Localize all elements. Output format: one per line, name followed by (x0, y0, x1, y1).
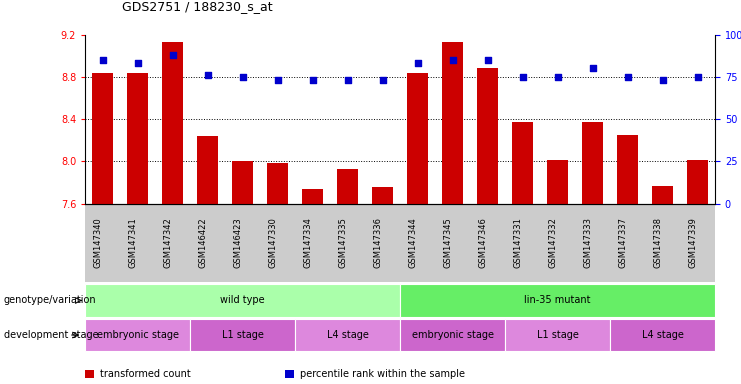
Text: transformed count: transformed count (100, 369, 190, 379)
Text: wild type: wild type (220, 295, 265, 306)
Text: embryonic stage: embryonic stage (97, 330, 179, 340)
Point (622, 74, 634, 80)
Bar (547, 160, 568, 204)
Bar (442, 42, 463, 204)
Bar (162, 42, 183, 204)
Text: GSM147332: GSM147332 (548, 217, 557, 268)
Text: GSM147346: GSM147346 (479, 217, 488, 268)
Text: GSM147336: GSM147336 (373, 217, 382, 268)
Point (342, 77, 353, 83)
Text: GSM147334: GSM147334 (304, 217, 313, 268)
Bar (127, 73, 148, 204)
Bar (197, 136, 218, 204)
Text: lin-35 mutant: lin-35 mutant (525, 295, 591, 306)
Bar (92, 73, 113, 204)
Point (272, 77, 284, 83)
Point (132, 60, 144, 66)
Text: L1 stage: L1 stage (536, 330, 579, 340)
Point (657, 77, 668, 83)
Bar (407, 73, 428, 204)
Text: GSM147344: GSM147344 (408, 217, 418, 268)
Text: GSM147330: GSM147330 (269, 217, 278, 268)
Text: GSM147331: GSM147331 (514, 217, 522, 268)
Point (691, 74, 703, 80)
Point (551, 74, 563, 80)
Bar (268, 163, 288, 204)
Text: GSM147337: GSM147337 (619, 217, 628, 268)
Point (447, 57, 459, 63)
Bar (232, 161, 253, 204)
Point (167, 52, 179, 58)
Bar (477, 68, 498, 204)
Text: development stage: development stage (4, 330, 99, 340)
Bar (582, 122, 603, 204)
Bar (617, 135, 638, 204)
Text: GSM147338: GSM147338 (654, 217, 662, 268)
Bar (652, 185, 673, 204)
Text: GSM147341: GSM147341 (129, 217, 138, 268)
Point (97, 57, 109, 63)
Point (587, 65, 599, 71)
Text: GSM146423: GSM146423 (233, 217, 243, 268)
Text: GSM146422: GSM146422 (199, 218, 207, 268)
Text: GSM147345: GSM147345 (444, 217, 453, 268)
Text: percentile rank within the sample: percentile rank within the sample (300, 369, 465, 379)
Bar (512, 122, 533, 204)
Bar (337, 169, 358, 204)
Text: GSM147335: GSM147335 (339, 217, 348, 268)
Text: L4 stage: L4 stage (642, 330, 683, 340)
Text: GDS2751 / 188230_s_at: GDS2751 / 188230_s_at (122, 0, 273, 13)
Point (236, 74, 248, 80)
Point (376, 77, 388, 83)
Text: L1 stage: L1 stage (222, 330, 264, 340)
Text: GSM147340: GSM147340 (93, 217, 103, 268)
Text: GSM147342: GSM147342 (164, 217, 173, 268)
Point (482, 57, 494, 63)
Point (307, 77, 319, 83)
Text: GSM147333: GSM147333 (584, 217, 593, 268)
Text: GSM147339: GSM147339 (688, 217, 697, 268)
Text: genotype/variation: genotype/variation (4, 295, 96, 306)
Point (202, 72, 213, 78)
Bar (302, 189, 323, 204)
Bar (687, 160, 708, 204)
Text: L4 stage: L4 stage (327, 330, 368, 340)
Text: embryonic stage: embryonic stage (412, 330, 494, 340)
Point (516, 74, 528, 80)
Point (412, 60, 424, 66)
Bar (372, 187, 393, 204)
